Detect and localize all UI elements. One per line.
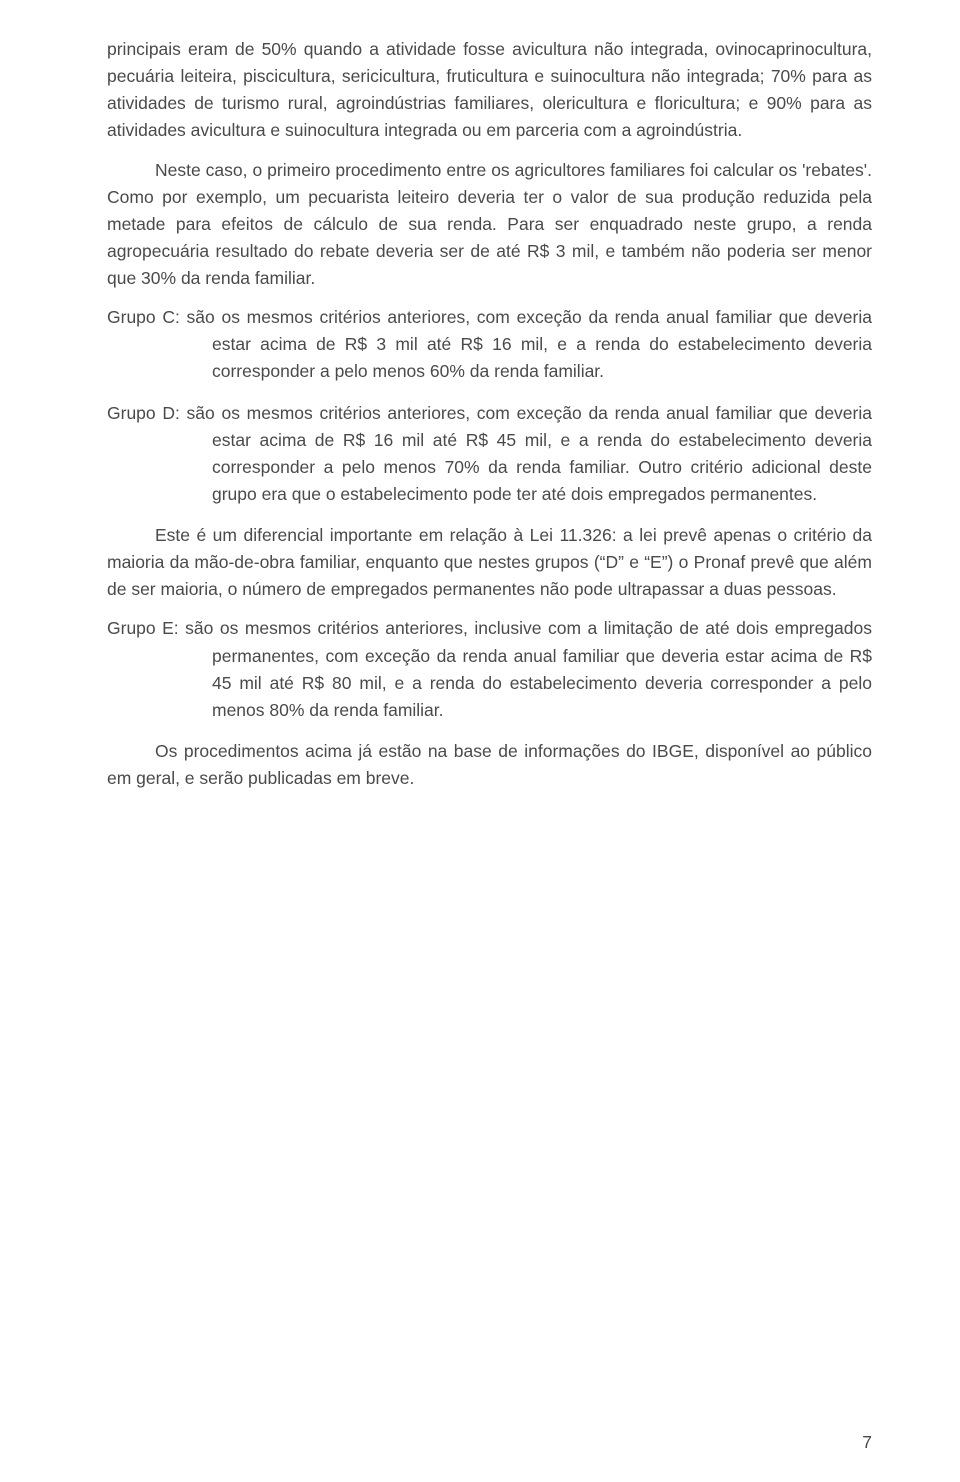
- page-number: 7: [862, 1429, 872, 1456]
- paragraph: principais eram de 50% quando a atividad…: [107, 36, 872, 145]
- paragraph: Os procedimentos acima já estão na base …: [107, 738, 872, 792]
- paragraph: Neste caso, o primeiro procedimento entr…: [107, 157, 872, 293]
- paragraph: Este é um diferencial importante em rela…: [107, 522, 872, 603]
- definition-item: Grupo E: são os mesmos critérios anterio…: [107, 615, 872, 724]
- document-page: principais eram de 50% quando a atividad…: [0, 0, 960, 1482]
- definition-item: Grupo D: são os mesmos critérios anterio…: [107, 400, 872, 509]
- definition-item: Grupo C: são os mesmos critérios anterio…: [107, 304, 872, 385]
